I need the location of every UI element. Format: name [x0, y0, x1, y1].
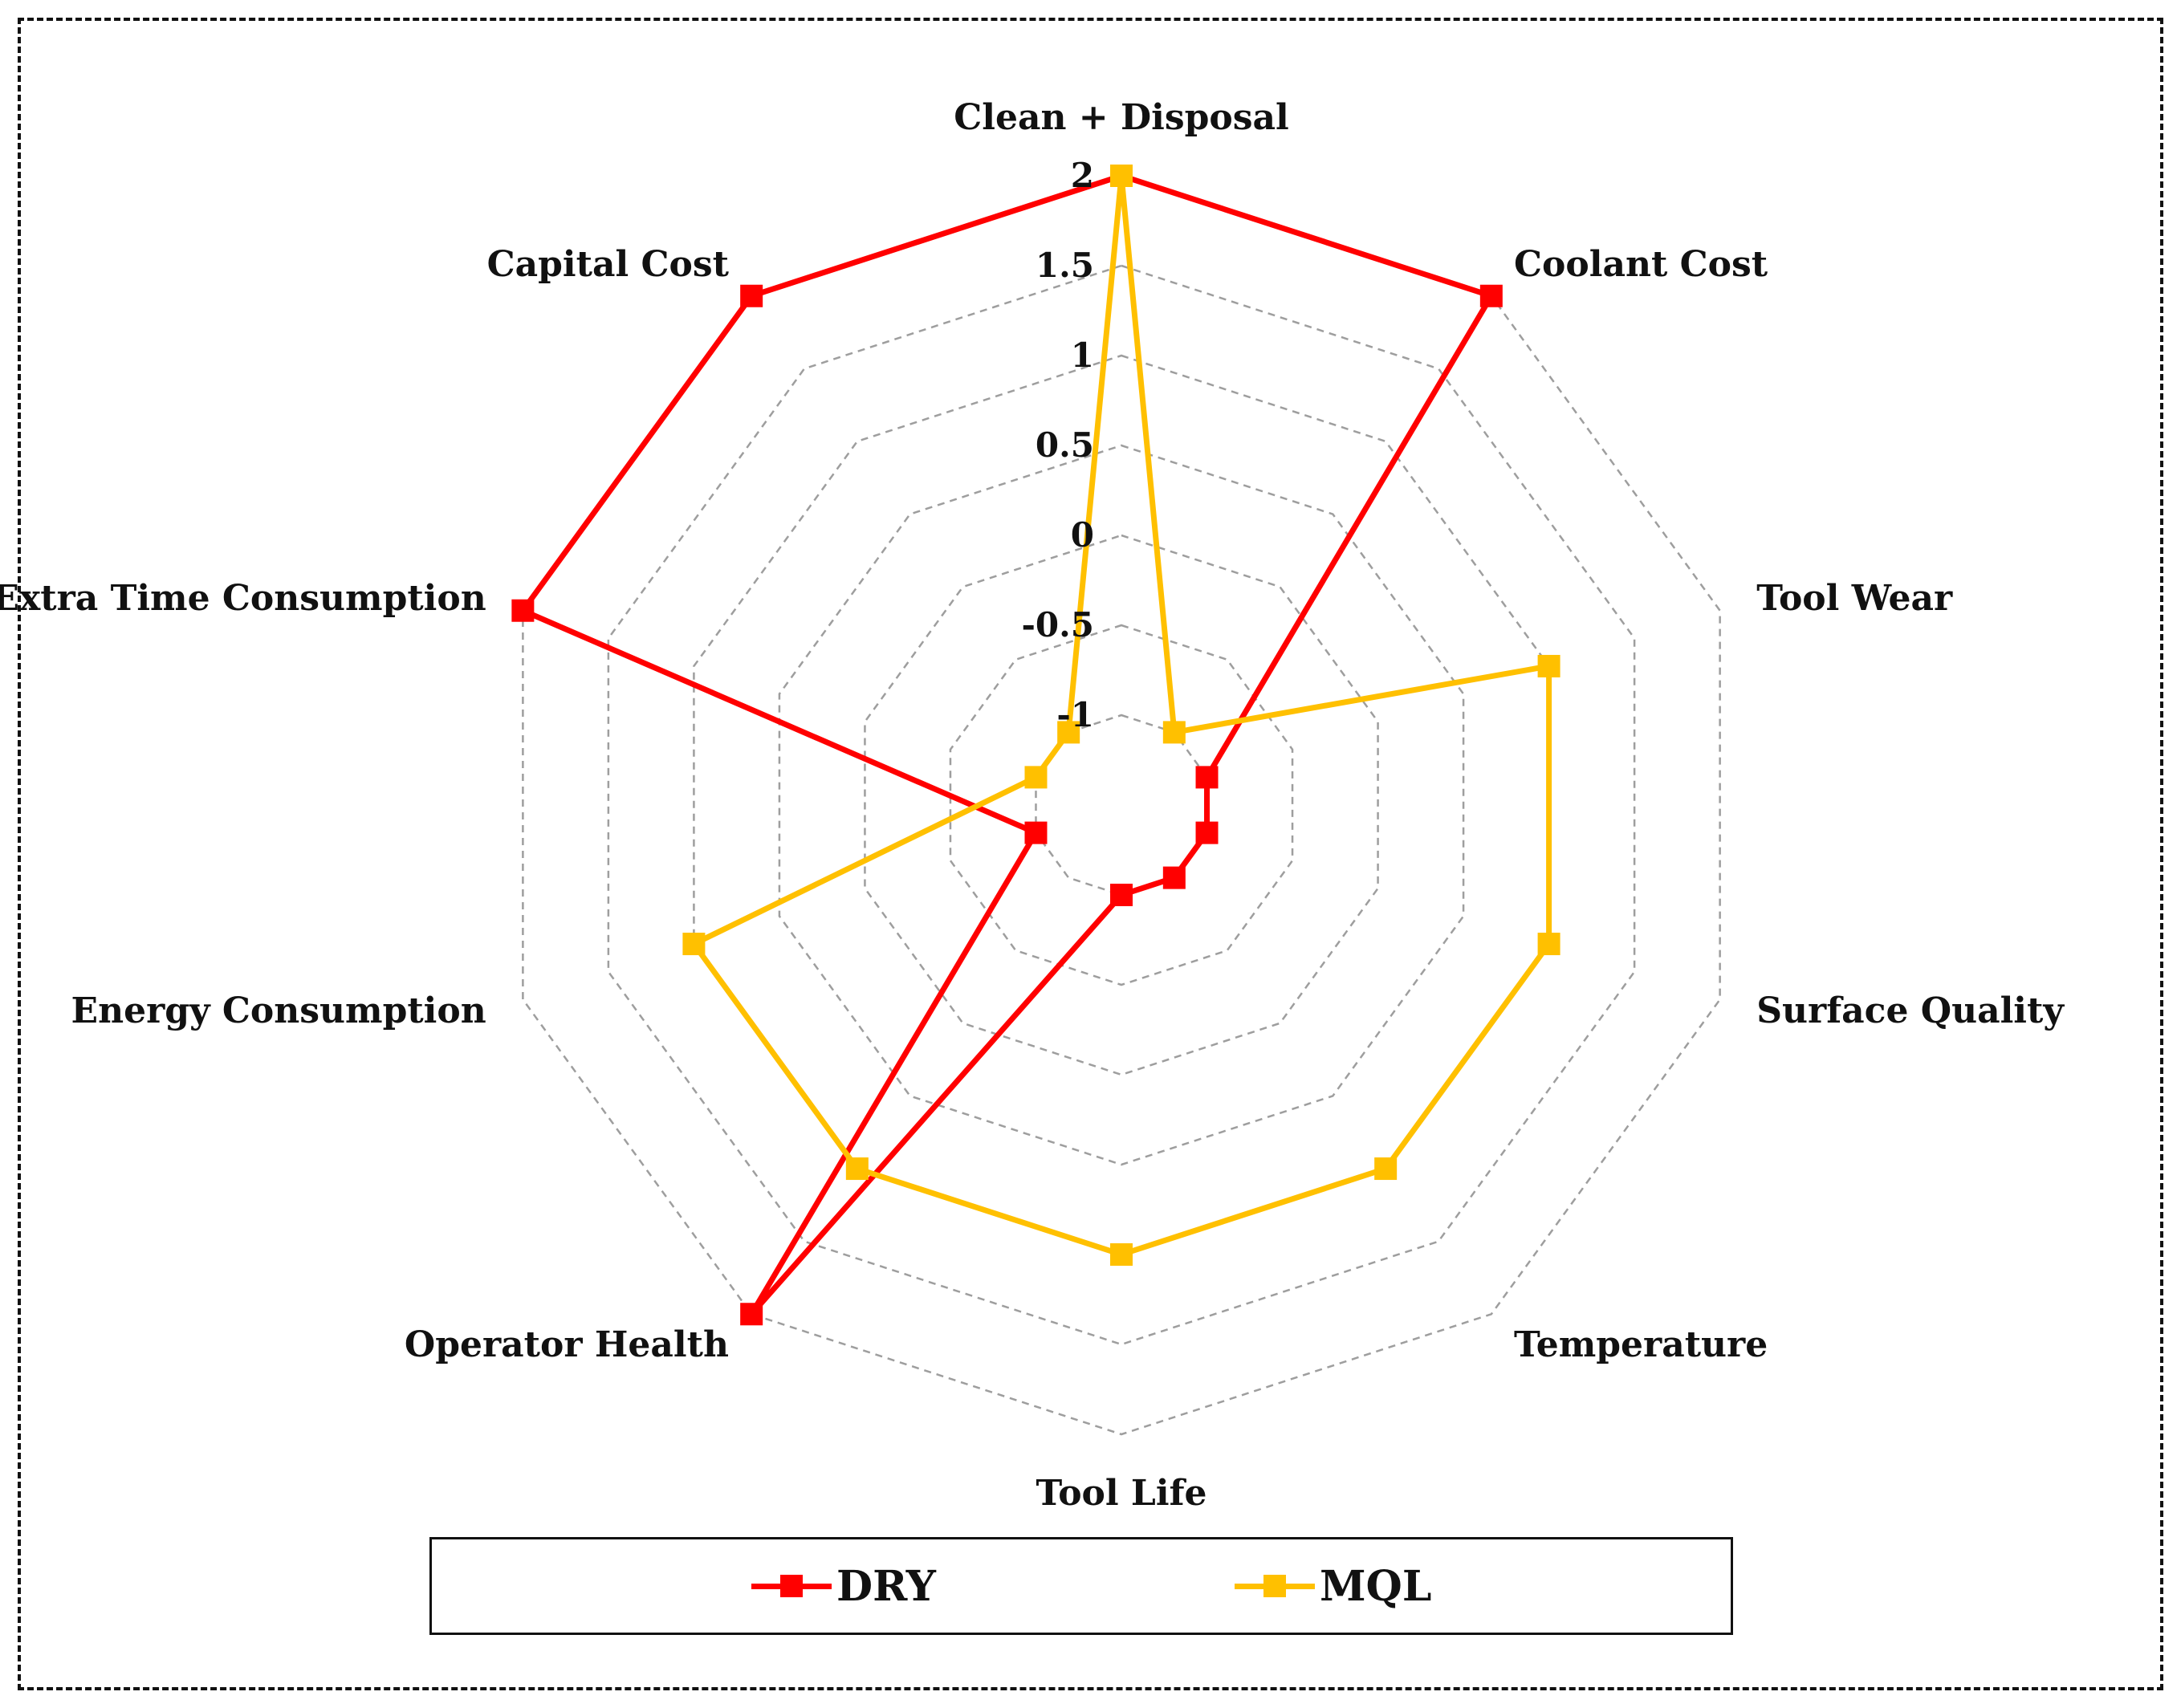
- data-point-mql-5: [1110, 1243, 1133, 1266]
- legend-item-mql[interactable]: MQL: [1235, 1539, 1431, 1633]
- data-point-dry-2: [1195, 766, 1219, 789]
- data-point-mql-6: [845, 1157, 869, 1181]
- radial-tick-labels: -1 -0.5 0 0.5 1 1.5 2: [1021, 156, 1094, 734]
- legend-item-dry[interactable]: DRY: [751, 1539, 936, 1633]
- series-line-dry: [518, 173, 1496, 1316]
- data-point-dry-3: [1195, 821, 1219, 844]
- axis-label-5: Tool Life: [1036, 1473, 1207, 1514]
- data-point-dry-7: [1024, 821, 1048, 844]
- data-point-dry-1: [1479, 284, 1503, 307]
- axis-label-9: Capital Cost: [487, 244, 730, 285]
- data-point-mql-7: [682, 933, 706, 956]
- data-point-mql-8: [1024, 766, 1048, 789]
- data-point-mql-1: [1162, 721, 1186, 744]
- axis-label-7: Energy Consumption: [71, 990, 486, 1031]
- data-point-dry-9: [740, 284, 763, 307]
- legend-marker-mql: [1263, 1575, 1286, 1597]
- data-point-dry-5: [1110, 884, 1133, 906]
- grid-ring-1: [949, 624, 1294, 986]
- legend-label-dry: DRY: [836, 1561, 936, 1611]
- grid-ring-5: [607, 264, 1636, 1346]
- grid-ring-2: [864, 534, 1379, 1076]
- data-point-mql-3: [1537, 933, 1560, 956]
- axis-label-8: Extra Time Consumption: [0, 578, 486, 619]
- data-point-mql-4: [1374, 1157, 1398, 1181]
- radar-series: [511, 165, 1560, 1326]
- axis-label-3: Surface Quality: [1756, 990, 2065, 1031]
- axis-label-0: Clean + Disposal: [954, 97, 1288, 138]
- tick-label-5: 1.5: [1036, 246, 1094, 285]
- axis-label-6: Operator Health: [405, 1324, 729, 1365]
- tick-label-0: -1: [1056, 695, 1094, 734]
- legend-swatch-mql: [1235, 1570, 1315, 1602]
- grid-ring-3: [778, 444, 1465, 1166]
- tick-label-1: -0.5: [1021, 605, 1094, 645]
- data-point-dry-4: [1162, 866, 1186, 889]
- data-point-mql-0: [1110, 165, 1133, 187]
- legend-marker-dry: [780, 1575, 803, 1597]
- legend: DRY MQL: [429, 1537, 1733, 1635]
- tick-label-2: 0: [1071, 515, 1094, 555]
- chart-frame: [18, 18, 2163, 1690]
- axis-label-1: Coolant Cost: [1514, 244, 1768, 285]
- data-point-dry-6: [740, 1303, 763, 1326]
- tick-label-3: 0.5: [1036, 425, 1094, 465]
- category-labels: Clean + Disposal Coolant Cost Tool Wear Sur…: [0, 97, 2065, 1514]
- tick-label-6: 2: [1071, 156, 1094, 195]
- axis-label-4: Temperature: [1514, 1324, 1768, 1365]
- data-point-dry-8: [511, 599, 535, 622]
- legend-label-mql: MQL: [1320, 1561, 1432, 1611]
- tick-label-4: 1: [1071, 336, 1094, 375]
- legend-swatch-dry: [751, 1570, 832, 1602]
- data-point-mql-2: [1537, 654, 1560, 677]
- data-point-mql-9: [1057, 721, 1080, 744]
- axis-label-2: Tool Wear: [1756, 578, 1953, 619]
